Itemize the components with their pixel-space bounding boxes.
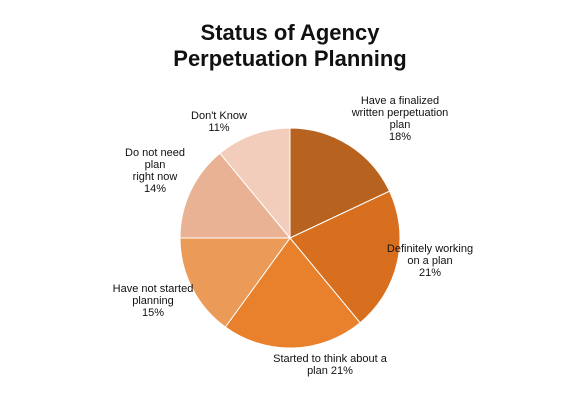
pie-slice [179,237,291,328]
slice-label-line: Do not need [125,147,185,159]
chart-title-line: Perpetuation Planning [173,46,406,71]
pie-slice [179,152,292,239]
chart-title-line: Status of Agency [201,20,381,45]
slice-label-line: Have not started [113,283,194,295]
slice-label-line: 21% [419,267,441,279]
slice-label-line: Have a finalized [361,95,439,107]
slice-label-line: 18% [389,131,411,143]
slice-label-line: 15% [142,307,164,319]
slice-label-line: Don't Know [191,110,247,122]
slice-label-line: right now [133,171,178,183]
slice-label-line: on a plan [407,255,452,267]
slice-label-line: plan 21% [307,365,353,377]
slice-label-line: Started to think about a [273,353,388,365]
pie-slice [219,127,291,240]
slice-label-line: plan [390,119,411,131]
pie-slice [289,127,391,239]
slice-label-line: Definitely working [387,243,473,255]
slice-label-line: 14% [144,183,166,195]
slice-label-line: written perpetuation [351,107,449,119]
pie-slice [289,190,401,324]
slice-label-line: planning [132,295,174,307]
slice-label-line: plan [145,159,166,171]
pie-slices [179,127,401,349]
slice-label-line: 11% [208,122,229,134]
pie-slice [224,237,361,349]
